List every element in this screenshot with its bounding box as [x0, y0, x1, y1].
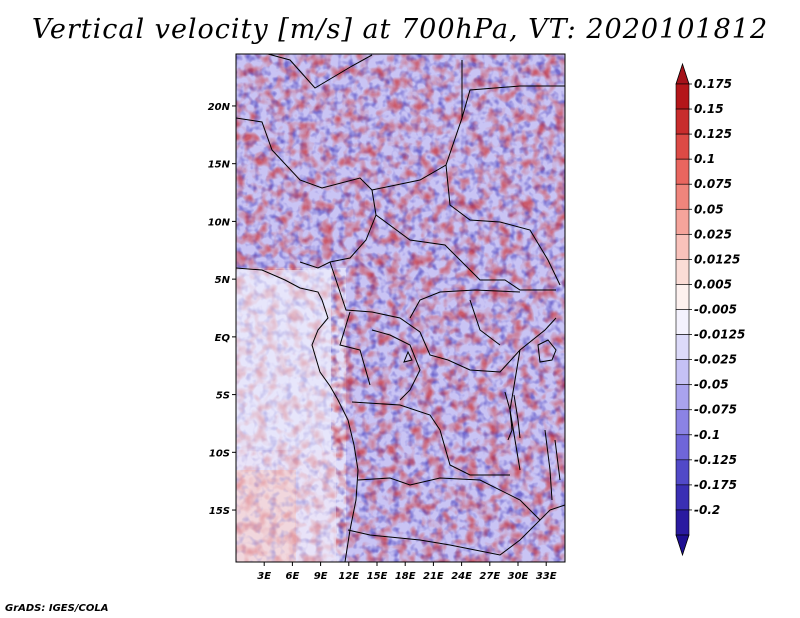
lat-label: 5N [215, 275, 231, 286]
lat-label: 10N [208, 217, 231, 228]
colorbar-swatch [675, 234, 690, 260]
colorbar-label: -0.025 [694, 353, 737, 367]
lon-label: 33E [536, 571, 557, 582]
colorbar-label: 0.005 [694, 277, 732, 291]
colorbar-swatch [675, 208, 690, 235]
colorbar-label: 0.1 [694, 152, 715, 166]
colorbar-swatch [675, 359, 690, 385]
colorbar-label: 0.125 [694, 127, 732, 141]
colorbar-swatch [675, 158, 690, 185]
lon-label: 21E [423, 571, 444, 582]
colorbar-label: 0.05 [694, 202, 724, 216]
colorbar-swatch [675, 384, 690, 411]
colorbar-label: -0.2 [694, 503, 720, 517]
map-axes: 20N 15N 10N 5N EQ 5S 10S 15S 3E 6E 9E 12E 15E 18E 21E 2… [208, 102, 557, 582]
lon-label: 24E [451, 571, 472, 582]
coastlines-borders [236, 54, 565, 562]
lon-label: 6E [286, 571, 300, 582]
lat-label: 15N [208, 160, 231, 171]
lat-label: EQ [215, 333, 231, 344]
lat-label: 20N [208, 102, 231, 113]
lat-label: 15S [209, 506, 230, 517]
colorbar-label: 0.0125 [694, 252, 740, 266]
colorbar-swatch [675, 108, 690, 135]
colorbar-label: -0.05 [694, 378, 729, 392]
colorbar-label: -0.1 [694, 428, 720, 442]
colorbar-swatch [675, 183, 690, 210]
colorbar-label: -0.175 [694, 478, 737, 492]
colorbar-label: 0.15 [694, 102, 724, 116]
lat-label: 10S [209, 448, 230, 459]
colorbar-swatch [675, 83, 690, 110]
colorbar-lower-extend [675, 534, 690, 557]
lon-label: 15E [367, 571, 388, 582]
colorbar-swatch [675, 284, 690, 310]
plot-title: Vertical velocity [m/s] at 700hPa, VT: 2… [31, 14, 769, 45]
lon-label: 12E [338, 571, 359, 582]
colorbar-swatch [675, 334, 690, 360]
colorbar-swatch [675, 509, 690, 536]
colorbar-label: -0.005 [694, 303, 737, 317]
colorbar-label: -0.125 [694, 453, 737, 467]
lon-label: 27E [479, 571, 500, 582]
grads-credit: GrADS: IGES/COLA [5, 603, 109, 614]
lon-label: 3E [257, 571, 271, 582]
lon-label: 18E [395, 571, 416, 582]
colorbar-label: -0.075 [694, 403, 737, 417]
map-field [236, 54, 565, 562]
lon-label: 9E [314, 571, 328, 582]
colorbar-swatch [675, 459, 690, 486]
colorbar-label: -0.0125 [694, 328, 745, 342]
colorbar-swatch [675, 409, 690, 436]
colorbar-swatch [675, 309, 690, 335]
colorbar-swatch [675, 484, 690, 511]
lat-label: 5S [216, 391, 230, 402]
colorbar-label: 0.175 [694, 77, 732, 91]
map-frame [235, 53, 566, 563]
colorbar-label: 0.075 [694, 177, 732, 191]
colorbar-swatch [675, 133, 690, 160]
colorbar-label: 0.025 [694, 227, 732, 241]
colorbar-swatch [675, 434, 690, 461]
colorbar-swatch [675, 259, 690, 285]
colorbar-upper-extend [675, 62, 690, 85]
lon-label: 30E [508, 571, 529, 582]
colorbar: 0.175 0.15 0.125 0.1 0.075 0.05 0.025 0.0125 0.0… [675, 62, 745, 557]
